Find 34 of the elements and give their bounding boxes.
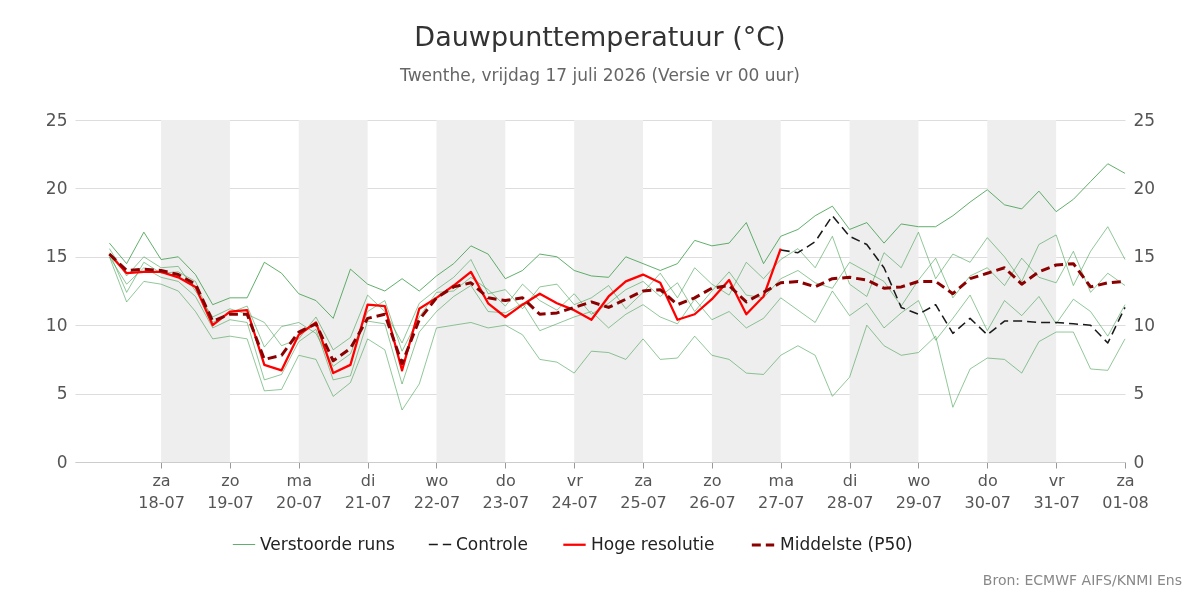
- x-tick-label: vr 24-07: [551, 470, 598, 512]
- legend-label: Hoge resolutie: [591, 533, 715, 554]
- legend-label: Verstoorde runs: [260, 533, 395, 554]
- chart-title: Dauwpunttemperatuur (°C): [414, 21, 786, 52]
- y2-tick-label: 25: [1133, 109, 1156, 130]
- x-tick-label: vr 31-07: [1033, 470, 1080, 512]
- x-tick-label: do 30-07: [964, 470, 1012, 512]
- chart-subtitle: Twenthe, vrijdag 17 juli 2026 (Versie vr 00 uur): [399, 65, 800, 85]
- y-tick-label: 10: [45, 314, 68, 335]
- y2-tick-label: 20: [1133, 177, 1156, 198]
- x-tick-label: zo 19-07: [207, 470, 254, 512]
- legend-label: Controle: [456, 533, 528, 554]
- x-tick-label: di 21-07: [344, 470, 392, 512]
- y2-tick-label: 5: [1133, 383, 1145, 404]
- x-tick-label: wo 22-07: [413, 470, 461, 512]
- x-tick-label: zo 26-07: [689, 470, 736, 512]
- x-tick-label: do 23-07: [482, 470, 530, 512]
- x-tick-label: wo 29-07: [895, 470, 943, 512]
- x-tick-label: za 18-07: [138, 470, 185, 512]
- legend-label: Middelste (P50): [780, 534, 913, 554]
- x-tick-label: za 01-08: [1102, 470, 1149, 512]
- y2-tick-label: 10: [1133, 314, 1156, 335]
- y-tick-label: 15: [45, 246, 68, 267]
- y2-tick-label: 0: [1133, 451, 1145, 472]
- x-tick-label: ma 20-07: [276, 470, 323, 512]
- y-tick-label: 25: [45, 109, 68, 130]
- x-tick-label: di 28-07: [826, 470, 874, 512]
- x-tick-label: ma 27-07: [757, 470, 805, 512]
- x-tick-label: za 25-07: [620, 470, 667, 512]
- y-tick-label: 20: [45, 177, 68, 198]
- y-tick-label: 0: [56, 451, 68, 472]
- text: Bron: ECMWF AIFS/KNMI Ens: [982, 572, 1182, 588]
- y2-tick-label: 15: [1133, 246, 1156, 267]
- y-tick-label: 5: [56, 383, 68, 404]
